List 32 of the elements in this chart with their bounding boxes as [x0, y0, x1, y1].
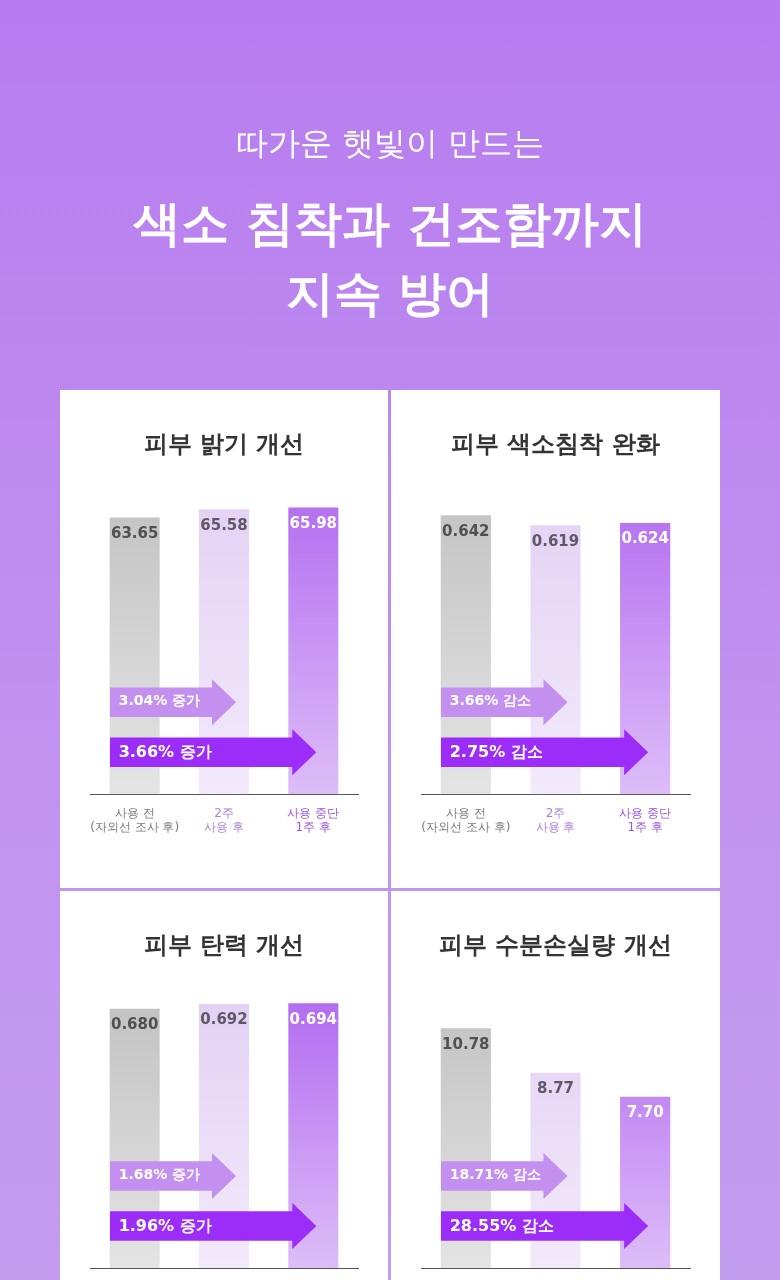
annotation: 2.75% 감소: [449, 742, 543, 764]
x-tick-label: 2주 사용 후: [535, 805, 576, 834]
x-tick-label: 사용 중단 1주 후: [619, 805, 672, 834]
data-label: 7.70: [626, 1103, 664, 1122]
data-label: 65.58: [200, 515, 248, 534]
annotation: 1.96% 증가: [118, 1216, 212, 1237]
chart-title: 피부 색소침착 완화: [450, 429, 661, 460]
chart-title: 피부 수분손실량 개선: [438, 930, 673, 961]
x-tick-label: 사용 전 (자외선 조사 후): [90, 805, 180, 834]
x-tick-label: 2주 사용 후: [204, 805, 244, 834]
data-label: 0.680: [110, 1015, 159, 1034]
data-label: 0.694: [289, 1009, 338, 1028]
chart-title: 피부 밝기 개선: [142, 429, 306, 460]
data-label: 0.619: [531, 531, 580, 550]
data-label: 10.78: [442, 1034, 490, 1053]
annotation: 1.68% 증가: [118, 1166, 201, 1184]
data-label: 0.642: [442, 521, 490, 540]
data-label: 0.624: [621, 529, 669, 548]
annotation: 3.66% 증가: [118, 742, 212, 764]
annotation: 18.71% 감소: [449, 1166, 541, 1184]
text: 색소 침착과 건조함까지 지속 방어: [132, 194, 648, 323]
chart-title: 피부 탄력 개선: [142, 930, 306, 961]
x-tick-label: 사용 중단 1주 후: [287, 805, 340, 834]
text: 따가운 햇빛이 만드는: [234, 123, 546, 164]
data-label: 65.98: [289, 513, 338, 532]
data-label: 8.77: [536, 1079, 575, 1098]
data-label: 63.65: [110, 523, 159, 542]
data-label: 0.692: [200, 1010, 248, 1029]
annotation: 28.55% 감소: [449, 1216, 554, 1237]
annotation: 3.66% 감소: [449, 692, 532, 711]
annotation: 3.04% 증가: [118, 692, 201, 711]
x-tick-label: 사용 전 (자외선 조사 후): [421, 805, 511, 834]
